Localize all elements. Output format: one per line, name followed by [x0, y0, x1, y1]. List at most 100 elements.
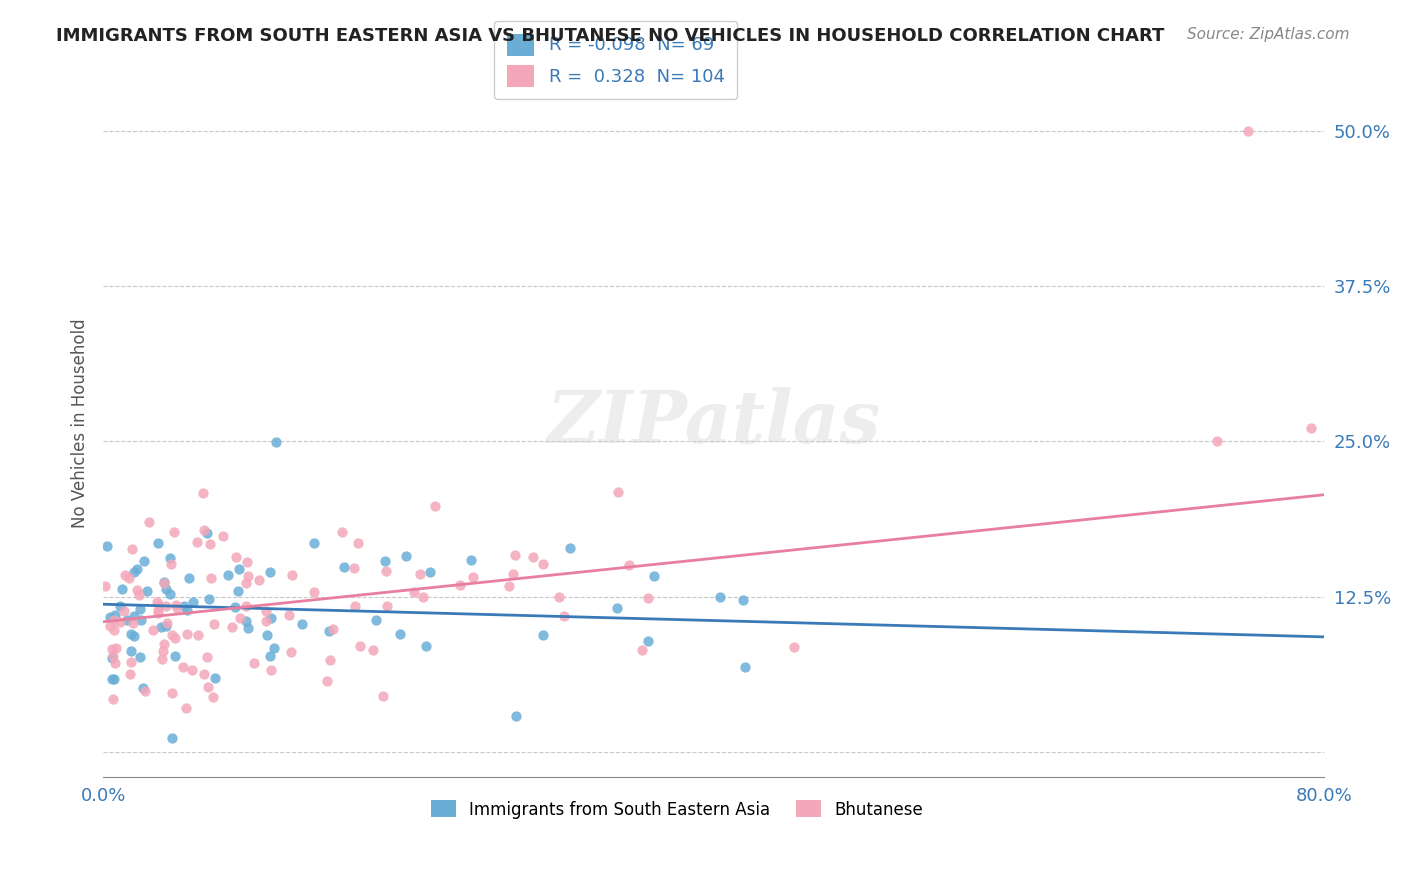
Point: [316, 673, 339, 688]
Point: [94, 579, 117, 593]
Point: [318, 624, 340, 639]
Point: [114, 567, 136, 582]
Point: [202, 690, 225, 704]
Point: [235, 575, 257, 590]
Point: [146, 603, 169, 617]
Point: [266, 435, 288, 450]
Point: [333, 560, 356, 574]
Point: [280, 645, 302, 659]
Point: [152, 644, 174, 658]
Point: [148, 599, 170, 613]
Point: [156, 616, 179, 631]
Legend: Immigrants from South Eastern Asia, Bhutanese: Immigrants from South Eastern Asia, Bhut…: [425, 794, 929, 825]
Point: [155, 582, 177, 597]
Point: [236, 555, 259, 569]
Point: [302, 585, 325, 599]
Point: [463, 570, 485, 584]
Point: [108, 599, 131, 613]
Point: [709, 590, 731, 604]
Point: [104, 641, 127, 656]
Text: Source: ZipAtlas.com: Source: ZipAtlas.com: [1187, 27, 1350, 42]
Point: [374, 564, 396, 578]
Point: [343, 561, 366, 575]
Point: [349, 639, 371, 653]
Point: [374, 554, 396, 568]
Point: [103, 673, 125, 687]
Point: [101, 649, 124, 664]
Point: [202, 617, 225, 632]
Point: [148, 607, 170, 621]
Point: [522, 549, 544, 564]
Point: [152, 637, 174, 651]
Point: [347, 536, 370, 550]
Point: [122, 615, 145, 630]
Point: [221, 620, 243, 634]
Point: [548, 590, 571, 604]
Point: [111, 582, 134, 597]
Point: [155, 619, 177, 633]
Point: [449, 578, 471, 592]
Point: [129, 613, 152, 627]
Point: [121, 542, 143, 557]
Point: [366, 613, 388, 627]
Point: [160, 628, 183, 642]
Point: [558, 541, 581, 556]
Point: [193, 667, 215, 681]
Point: [101, 641, 124, 656]
Point: [135, 583, 157, 598]
Point: [236, 569, 259, 583]
Point: [134, 684, 156, 698]
Point: [412, 590, 434, 604]
Point: [142, 624, 165, 638]
Point: [152, 575, 174, 590]
Point: [256, 628, 278, 642]
Point: [419, 566, 441, 580]
Point: [132, 554, 155, 568]
Point: [254, 614, 277, 628]
Point: [502, 567, 524, 582]
Point: [103, 623, 125, 637]
Point: [176, 603, 198, 617]
Point: [505, 548, 527, 562]
Point: [332, 524, 354, 539]
Point: [165, 631, 187, 645]
Point: [395, 549, 418, 563]
Point: [104, 608, 127, 623]
Point: [101, 672, 124, 686]
Point: [423, 500, 446, 514]
Point: [247, 573, 270, 587]
Point: [734, 660, 756, 674]
Point: [373, 690, 395, 704]
Point: [160, 558, 183, 572]
Point: [160, 686, 183, 700]
Point: [259, 565, 281, 579]
Point: [100, 650, 122, 665]
Point: [254, 605, 277, 619]
Point: [120, 643, 142, 657]
Point: [120, 626, 142, 640]
Point: [112, 605, 135, 619]
Point: [259, 648, 281, 663]
Point: [263, 641, 285, 656]
Point: [174, 701, 197, 715]
Text: IMMIGRANTS FROM SOUTH EASTERN ASIA VS BHUTANESE NO VEHICLES IN HOUSEHOLD CORRELA: IMMIGRANTS FROM SOUTH EASTERN ASIA VS BH…: [56, 27, 1164, 45]
Point: [361, 643, 384, 657]
Point: [120, 655, 142, 669]
Point: [146, 595, 169, 609]
Point: [1299, 421, 1322, 435]
Point: [229, 611, 252, 625]
Point: [165, 598, 187, 612]
Point: [122, 629, 145, 643]
Point: [127, 561, 149, 575]
Point: [415, 639, 437, 653]
Point: [783, 640, 806, 655]
Point: [291, 617, 314, 632]
Point: [278, 607, 301, 622]
Point: [260, 611, 283, 625]
Point: [531, 628, 554, 642]
Point: [200, 571, 222, 585]
Point: [236, 621, 259, 635]
Point: [198, 591, 221, 606]
Point: [637, 591, 659, 606]
Point: [176, 627, 198, 641]
